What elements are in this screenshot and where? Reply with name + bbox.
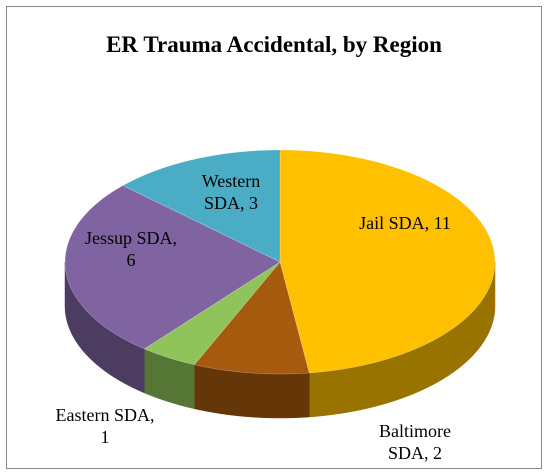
data-label: Jessup SDA, 6	[85, 228, 178, 270]
pie-slice	[122, 149, 281, 263]
pie-slice	[193, 261, 310, 375]
data-label: Baltimore SDA, 2	[379, 421, 451, 463]
chart-title: ER Trauma Accidental, by Region	[106, 32, 442, 57]
data-label: Eastern SDA, 1	[55, 405, 155, 447]
data-label: Western SDA, 3	[201, 171, 261, 213]
data-label: Jail SDA, 11	[359, 213, 451, 233]
pie-slice	[143, 261, 281, 366]
pie-slice	[64, 185, 281, 350]
pie-slice	[279, 149, 496, 374]
